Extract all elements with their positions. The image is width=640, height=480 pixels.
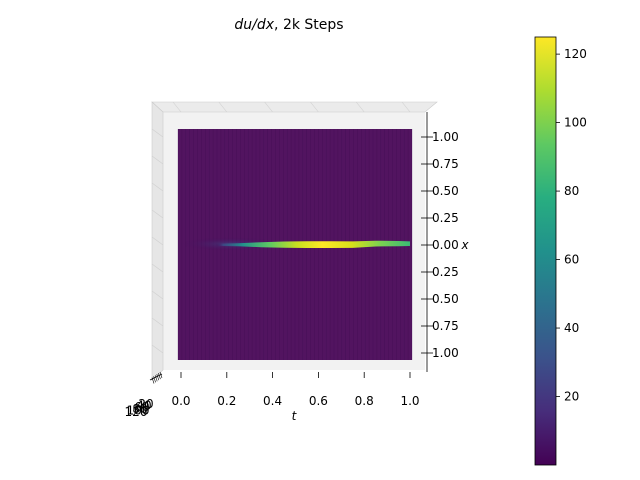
z-tick-label: 20: [138, 397, 153, 411]
y-tick-label: 0.25: [432, 211, 459, 225]
t-axis-ticks: 0.0 0.2 0.4 0.6 0.8 1.0: [171, 372, 420, 408]
x-axis-ticks: 1.00 0.75 0.50 0.25 0.00 0.25 0.50 0.75 1.00: [421, 130, 459, 360]
pane-grid: [151, 101, 411, 354]
z-tick-mark: [151, 377, 155, 384]
colorbar-tick-label: 20: [564, 390, 579, 404]
x-tick-label: 0.4: [263, 394, 282, 408]
grid-line-left: [151, 263, 164, 273]
title-main: du/dx: [234, 17, 274, 33]
y-tick-label: 1.00: [432, 346, 459, 360]
grid-line-left: [151, 344, 164, 354]
y-tick-label: 1.00: [432, 130, 459, 144]
grid-line-left: [151, 128, 164, 138]
grid-line-left: [151, 290, 164, 300]
x-tick-label: 0.8: [355, 394, 374, 408]
y-axis-label: x: [460, 238, 469, 252]
grid-line-left: [151, 155, 164, 165]
colorbar-tick-label: 80: [564, 184, 579, 198]
y-tick-label: 0.00: [432, 238, 459, 252]
top-pane: [151, 101, 438, 113]
colorbar-tick-label: 40: [564, 321, 579, 335]
grid-line-left: [151, 209, 164, 219]
colorbar: 20 40 60 80 100 120: [534, 36, 587, 466]
colorbar-tick-label: 60: [564, 253, 579, 267]
x-tick-label: 1.0: [400, 394, 419, 408]
z-tick-label: 80: [132, 402, 147, 416]
colorbar-tick-label: 120: [564, 47, 587, 61]
y-tick-label: 0.50: [432, 292, 459, 306]
x-tick-label: 0.2: [217, 394, 236, 408]
grid-line-top: [355, 101, 365, 113]
colorbar-gradient: [534, 36, 557, 466]
grid-line-top: [310, 101, 319, 113]
grid-line-left: [151, 236, 164, 246]
shock-ridge: [215, 240, 410, 248]
z-tick-mark: [159, 371, 163, 379]
z-tick-label: 60: [134, 400, 149, 414]
z-tick-label: 120: [125, 405, 148, 419]
colorbar-tick-label: 100: [564, 116, 587, 130]
x-tick-label: 0.6: [309, 394, 328, 408]
grid-line-left: [151, 182, 164, 192]
z-tick-mark: [153, 376, 156, 383]
colorbar-ticks: 20 40 60 80 100 120: [556, 47, 587, 404]
axes-3d: 0.0 0.2 0.4 0.6 0.8 1.0 t 1.00 0.75 0.50 0.25 0.0…: [125, 101, 469, 423]
z-tick-label: 100: [127, 403, 150, 417]
z-tick-label: 40: [136, 399, 151, 413]
grid-line-top: [264, 101, 273, 113]
grid-line-top: [172, 101, 182, 113]
chart-title: du/dx, 2k Steps: [234, 17, 343, 33]
z-tick-mark: [154, 375, 158, 382]
x-tick-label: 0.0: [171, 394, 190, 408]
z-tick-mark: [158, 373, 161, 380]
z-tick-mark: [156, 374, 160, 381]
y-tick-label: 0.50: [432, 184, 459, 198]
y-tick-label: 0.75: [432, 157, 459, 171]
grid-line-left: [151, 317, 164, 327]
grid-line-top: [218, 101, 228, 113]
y-tick-label: 0.25: [432, 265, 459, 279]
grid-line-top: [401, 101, 411, 113]
y-tick-label: 0.75: [432, 319, 459, 333]
title-suffix: , 2k Steps: [274, 17, 344, 33]
x-axis-label: t: [292, 409, 298, 423]
